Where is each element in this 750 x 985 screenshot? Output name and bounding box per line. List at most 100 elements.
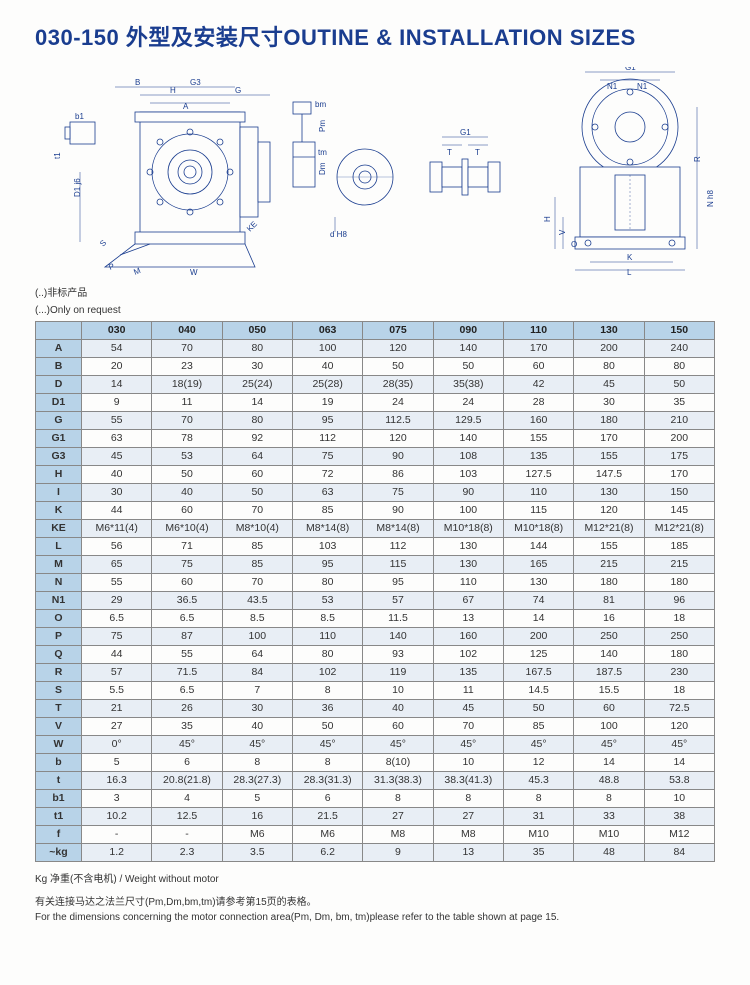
table-row: B202330405050608080 bbox=[36, 358, 715, 376]
cell: 55 bbox=[82, 412, 152, 430]
table-row: O6.56.58.58.511.513141618 bbox=[36, 610, 715, 628]
cell: 85 bbox=[222, 556, 292, 574]
cell: 44 bbox=[82, 502, 152, 520]
cell: 112 bbox=[292, 430, 362, 448]
cell: 200 bbox=[644, 430, 714, 448]
cell: 8 bbox=[363, 790, 433, 808]
cell: M6*11(4) bbox=[82, 520, 152, 538]
cell: 140 bbox=[433, 340, 503, 358]
cell: 80 bbox=[644, 358, 714, 376]
cell: 45° bbox=[363, 736, 433, 754]
col-header-063: 063 bbox=[292, 322, 362, 340]
cell: 50 bbox=[433, 358, 503, 376]
cell: 48.8 bbox=[574, 772, 644, 790]
col-header-050: 050 bbox=[222, 322, 292, 340]
cell: 250 bbox=[644, 628, 714, 646]
cell: 6.2 bbox=[292, 844, 362, 862]
cell: 108 bbox=[433, 448, 503, 466]
cell: 110 bbox=[433, 574, 503, 592]
svg-text:M: M bbox=[132, 266, 142, 277]
cell: 36.5 bbox=[152, 592, 222, 610]
svg-text:G1: G1 bbox=[625, 67, 636, 72]
cell: 8.5 bbox=[222, 610, 292, 628]
svg-text:B: B bbox=[135, 78, 140, 87]
cell: 140 bbox=[363, 628, 433, 646]
cell: 86 bbox=[363, 466, 433, 484]
cell: 70 bbox=[222, 502, 292, 520]
table-row: KEM6*11(4)M6*10(4)M8*10(4)M8*14(8)M8*14(… bbox=[36, 520, 715, 538]
cell: 200 bbox=[574, 340, 644, 358]
cell: 28(35) bbox=[363, 376, 433, 394]
cell: 10 bbox=[363, 682, 433, 700]
cell: 71 bbox=[152, 538, 222, 556]
cell: 29 bbox=[82, 592, 152, 610]
footer-weight: Kg 净重(不含电机) / Weight without motor bbox=[35, 872, 715, 887]
cell: 6.5 bbox=[152, 682, 222, 700]
table-row: K4460708590100115120145 bbox=[36, 502, 715, 520]
cell: 175 bbox=[644, 448, 714, 466]
table-row: ~kg1.22.33.56.2913354884 bbox=[36, 844, 715, 862]
cell: 35 bbox=[644, 394, 714, 412]
svg-text:G: G bbox=[235, 86, 241, 95]
cell: 14 bbox=[644, 754, 714, 772]
svg-text:d H8: d H8 bbox=[330, 230, 347, 239]
cell: 16 bbox=[222, 808, 292, 826]
cell: 167.5 bbox=[503, 664, 573, 682]
cell: 180 bbox=[644, 646, 714, 664]
cell: 50 bbox=[152, 466, 222, 484]
cell: 13 bbox=[433, 844, 503, 862]
cell: 187.5 bbox=[574, 664, 644, 682]
cell: M8 bbox=[433, 826, 503, 844]
cell: 120 bbox=[574, 502, 644, 520]
cell: 115 bbox=[363, 556, 433, 574]
cell: 129.5 bbox=[433, 412, 503, 430]
cell: 43.5 bbox=[222, 592, 292, 610]
cell: 35 bbox=[152, 718, 222, 736]
cell: 103 bbox=[292, 538, 362, 556]
cell: 155 bbox=[503, 430, 573, 448]
row-label-M: M bbox=[36, 556, 82, 574]
row-label-P: P bbox=[36, 628, 82, 646]
row-label-I: I bbox=[36, 484, 82, 502]
cell: 120 bbox=[363, 430, 433, 448]
row-label-~kg: ~kg bbox=[36, 844, 82, 862]
cell: 110 bbox=[292, 628, 362, 646]
cell: 80 bbox=[292, 646, 362, 664]
cell: 90 bbox=[363, 448, 433, 466]
cell: 35 bbox=[503, 844, 573, 862]
svg-text:W: W bbox=[190, 268, 198, 277]
footer-notes: Kg 净重(不含电机) / Weight without motor 有关连接马… bbox=[35, 872, 715, 925]
note-onrequest: (...)Only on request bbox=[35, 304, 715, 317]
cell: 18(19) bbox=[152, 376, 222, 394]
table-row: t16.320.8(21.8)28.3(27.3)28.3(31.3)31.3(… bbox=[36, 772, 715, 790]
svg-text:O: O bbox=[571, 240, 577, 249]
svg-text:N1: N1 bbox=[637, 82, 648, 91]
cell: 45° bbox=[292, 736, 362, 754]
table-row: b13456888810 bbox=[36, 790, 715, 808]
cell: 25(24) bbox=[222, 376, 292, 394]
cell: - bbox=[82, 826, 152, 844]
table-row: W0°45°45°45°45°45°45°45°45° bbox=[36, 736, 715, 754]
cell: 200 bbox=[503, 628, 573, 646]
cell: 100 bbox=[574, 718, 644, 736]
cell: 147.5 bbox=[574, 466, 644, 484]
svg-text:G1: G1 bbox=[460, 128, 471, 137]
svg-text:A: A bbox=[183, 102, 189, 111]
cell: 45 bbox=[82, 448, 152, 466]
row-label-KE: KE bbox=[36, 520, 82, 538]
cell: 135 bbox=[433, 664, 503, 682]
cell: 60 bbox=[363, 718, 433, 736]
cell: 27 bbox=[82, 718, 152, 736]
svg-text:H: H bbox=[170, 86, 176, 95]
cell: 5.5 bbox=[82, 682, 152, 700]
cell: 125 bbox=[503, 646, 573, 664]
cell: 170 bbox=[644, 466, 714, 484]
cell: 25(28) bbox=[292, 376, 362, 394]
cell: 14 bbox=[82, 376, 152, 394]
row-label-N: N bbox=[36, 574, 82, 592]
cell: M10*18(8) bbox=[433, 520, 503, 538]
svg-text:K: K bbox=[627, 253, 633, 262]
col-header-param bbox=[36, 322, 82, 340]
cell: 14 bbox=[222, 394, 292, 412]
cell: 130 bbox=[574, 484, 644, 502]
